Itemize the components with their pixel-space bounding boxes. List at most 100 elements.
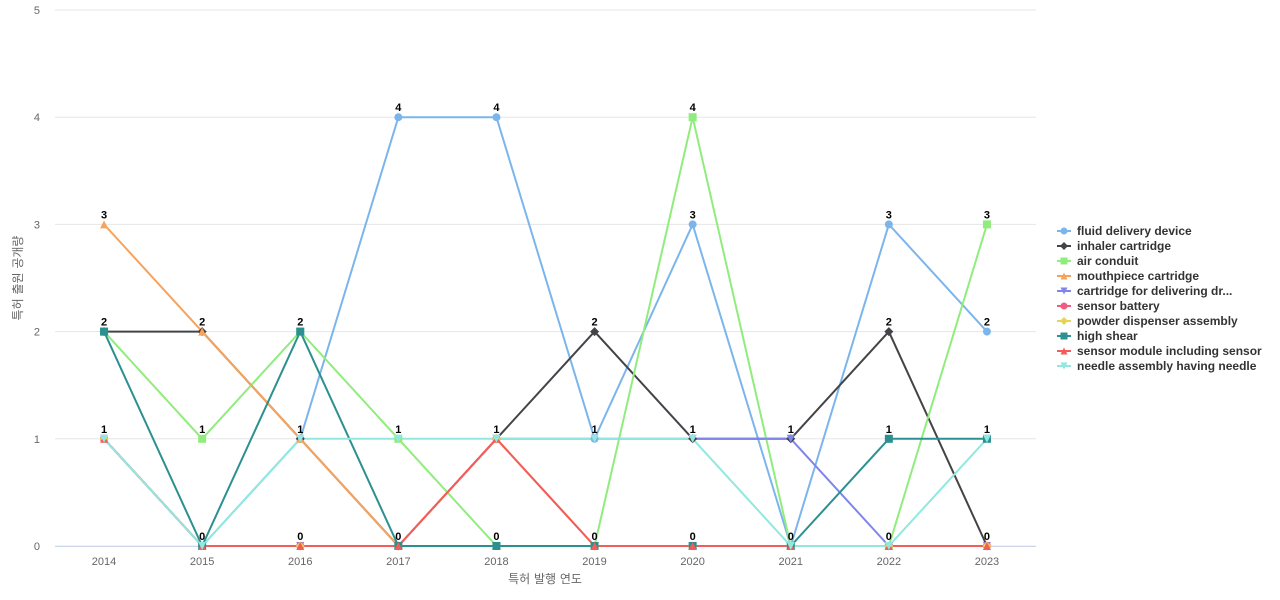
- data-label: 4: [395, 102, 402, 114]
- data-point-cartridge-for-delivering-drug[interactable]: [786, 434, 795, 443]
- y-tick-label: 3: [34, 219, 40, 231]
- data-label: 0: [591, 531, 597, 543]
- legend-label-needle-assembly-having-needle: needle assembly having needle: [1077, 359, 1257, 373]
- data-point-air-conduit[interactable]: [688, 113, 697, 122]
- data-label: 2: [297, 317, 303, 329]
- x-tick-label: 2019: [582, 556, 606, 568]
- data-label: 4: [690, 102, 697, 114]
- data-label: 1: [690, 424, 696, 436]
- data-point-needle-assembly-having-needle[interactable]: [100, 434, 109, 443]
- legend-item-needle-assembly-having-needle[interactable]: needle assembly having needle: [1057, 359, 1257, 373]
- data-label: 1: [886, 424, 892, 436]
- series-line-sensor-module-including-sensor[interactable]: [103, 437, 988, 547]
- data-point-needle-assembly-having-needle[interactable]: [296, 434, 305, 443]
- data-point-needle-assembly-having-needle[interactable]: [982, 434, 991, 443]
- data-label: 1: [984, 424, 990, 436]
- data-label: 0: [199, 531, 205, 543]
- series-line-high-shear[interactable]: [103, 330, 988, 547]
- y-tick-label: 5: [34, 5, 40, 17]
- data-point-sensor-module-including-sensor[interactable]: [590, 542, 599, 550]
- series-lines: [103, 116, 988, 547]
- series-line-needle-assembly-having-needle[interactable]: [103, 437, 988, 547]
- legend-label-inhaler-cartridge: inhaler cartridge: [1077, 239, 1171, 253]
- data-point-inhaler-cartridge[interactable]: [884, 327, 894, 337]
- x-tick-label: 2014: [92, 556, 116, 568]
- data-point-fluid-delivery-device[interactable]: [394, 113, 403, 122]
- series-markers: [99, 113, 992, 551]
- data-label: 3: [101, 209, 107, 221]
- y-axis-title: 특허 출원 공개량: [11, 236, 25, 321]
- data-point-air-conduit[interactable]: [198, 434, 207, 443]
- legend-item-air-conduit[interactable]: air conduit: [1057, 254, 1138, 268]
- legend-item-sensor-module-including-sensor[interactable]: sensor module including sensor: [1057, 344, 1262, 358]
- x-tick-label: 2016: [288, 556, 312, 568]
- data-point-sensor-module-including-sensor[interactable]: [688, 542, 697, 550]
- data-label: 0: [395, 531, 401, 543]
- axes: 특허 출원 공개량 특허 발행 연도: [11, 236, 582, 586]
- data-label: 0: [788, 531, 794, 543]
- data-label: 2: [101, 317, 107, 329]
- data-label: 2: [886, 317, 892, 329]
- legend-item-fluid-delivery-device[interactable]: fluid delivery device: [1057, 224, 1192, 238]
- legend-item-sensor-battery[interactable]: sensor battery: [1057, 299, 1160, 313]
- legend-marker-inhaler-cartridge: [1060, 242, 1068, 250]
- legend-item-mouthpiece-cartridge[interactable]: mouthpiece cartridge: [1057, 269, 1199, 283]
- data-point-fluid-delivery-device[interactable]: [982, 327, 991, 336]
- data-point-high-shear[interactable]: [884, 434, 893, 443]
- legend-label-high-shear: high shear: [1077, 329, 1138, 343]
- data-point-mouthpiece-cartridge[interactable]: [100, 220, 109, 229]
- data-point-air-conduit[interactable]: [982, 220, 991, 229]
- data-label: 0: [297, 531, 303, 543]
- legend-marker-powder-dispenser-assembly: [1060, 317, 1068, 325]
- data-label: 1: [788, 424, 794, 436]
- data-point-needle-assembly-having-needle[interactable]: [394, 434, 403, 443]
- x-tick-label: 2018: [484, 556, 508, 568]
- data-point-needle-assembly-having-needle[interactable]: [492, 434, 501, 443]
- data-point-fluid-delivery-device[interactable]: [492, 113, 501, 122]
- data-point-high-shear[interactable]: [296, 327, 305, 336]
- data-point-needle-assembly-having-needle[interactable]: [786, 542, 795, 550]
- data-label: 0: [493, 531, 499, 543]
- data-point-needle-assembly-having-needle[interactable]: [688, 434, 697, 443]
- data-point-needle-assembly-having-needle[interactable]: [198, 542, 207, 550]
- legend-marker-fluid-delivery-device: [1060, 227, 1068, 235]
- data-label: 3: [886, 209, 892, 221]
- data-point-high-shear[interactable]: [100, 327, 109, 336]
- data-labels: 3 2 1 2 1 0 2 1 0 4 1 0 4 1 0 2 1 0 4 3 1 0 1 0 3 2 1 0 3 2 1 0: [101, 102, 990, 543]
- data-point-needle-assembly-having-needle[interactable]: [884, 542, 893, 550]
- data-point-fluid-delivery-device[interactable]: [688, 220, 697, 229]
- legend-item-powder-dispenser-assembly[interactable]: powder dispenser assembly: [1057, 314, 1238, 328]
- legend-item-cartridge-for-delivering-drug[interactable]: cartridge for delivering dr...: [1057, 284, 1232, 298]
- x-tick-label: 2015: [190, 556, 214, 568]
- data-point-sensor-module-including-sensor[interactable]: [394, 542, 403, 550]
- data-point-needle-assembly-having-needle[interactable]: [590, 434, 599, 443]
- data-point-high-shear[interactable]: [492, 542, 501, 550]
- data-point-sensor-module-including-sensor[interactable]: [982, 542, 991, 550]
- x-tick-label: 2021: [779, 556, 803, 568]
- y-tick-label: 4: [34, 112, 40, 124]
- x-tick-label: 2020: [680, 556, 704, 568]
- legend-label-powder-dispenser-assembly: powder dispenser assembly: [1077, 314, 1238, 328]
- data-label: 1: [101, 424, 107, 436]
- data-label: 3: [690, 209, 696, 221]
- legend-marker-high-shear: [1060, 332, 1068, 340]
- x-tick-label: 2017: [386, 556, 410, 568]
- legend-marker-needle-assembly-having-needle: [1060, 362, 1068, 370]
- data-point-inhaler-cartridge[interactable]: [590, 327, 600, 337]
- legend-item-high-shear[interactable]: high shear: [1057, 329, 1138, 343]
- data-label: 1: [591, 424, 597, 436]
- data-label: 4: [493, 102, 500, 114]
- data-point-mouthpiece-cartridge[interactable]: [198, 327, 207, 336]
- data-label: 3: [984, 209, 990, 221]
- legend-label-air-conduit: air conduit: [1077, 254, 1138, 268]
- data-point-fluid-delivery-device[interactable]: [884, 220, 893, 229]
- x-tick-label: 2022: [877, 556, 901, 568]
- legend-item-inhaler-cartridge[interactable]: inhaler cartridge: [1057, 239, 1171, 253]
- y-tick-label: 1: [34, 434, 40, 446]
- data-point-sensor-module-including-sensor[interactable]: [296, 542, 305, 550]
- data-label: 2: [984, 317, 990, 329]
- legend-marker-sensor-module-including-sensor: [1060, 347, 1068, 355]
